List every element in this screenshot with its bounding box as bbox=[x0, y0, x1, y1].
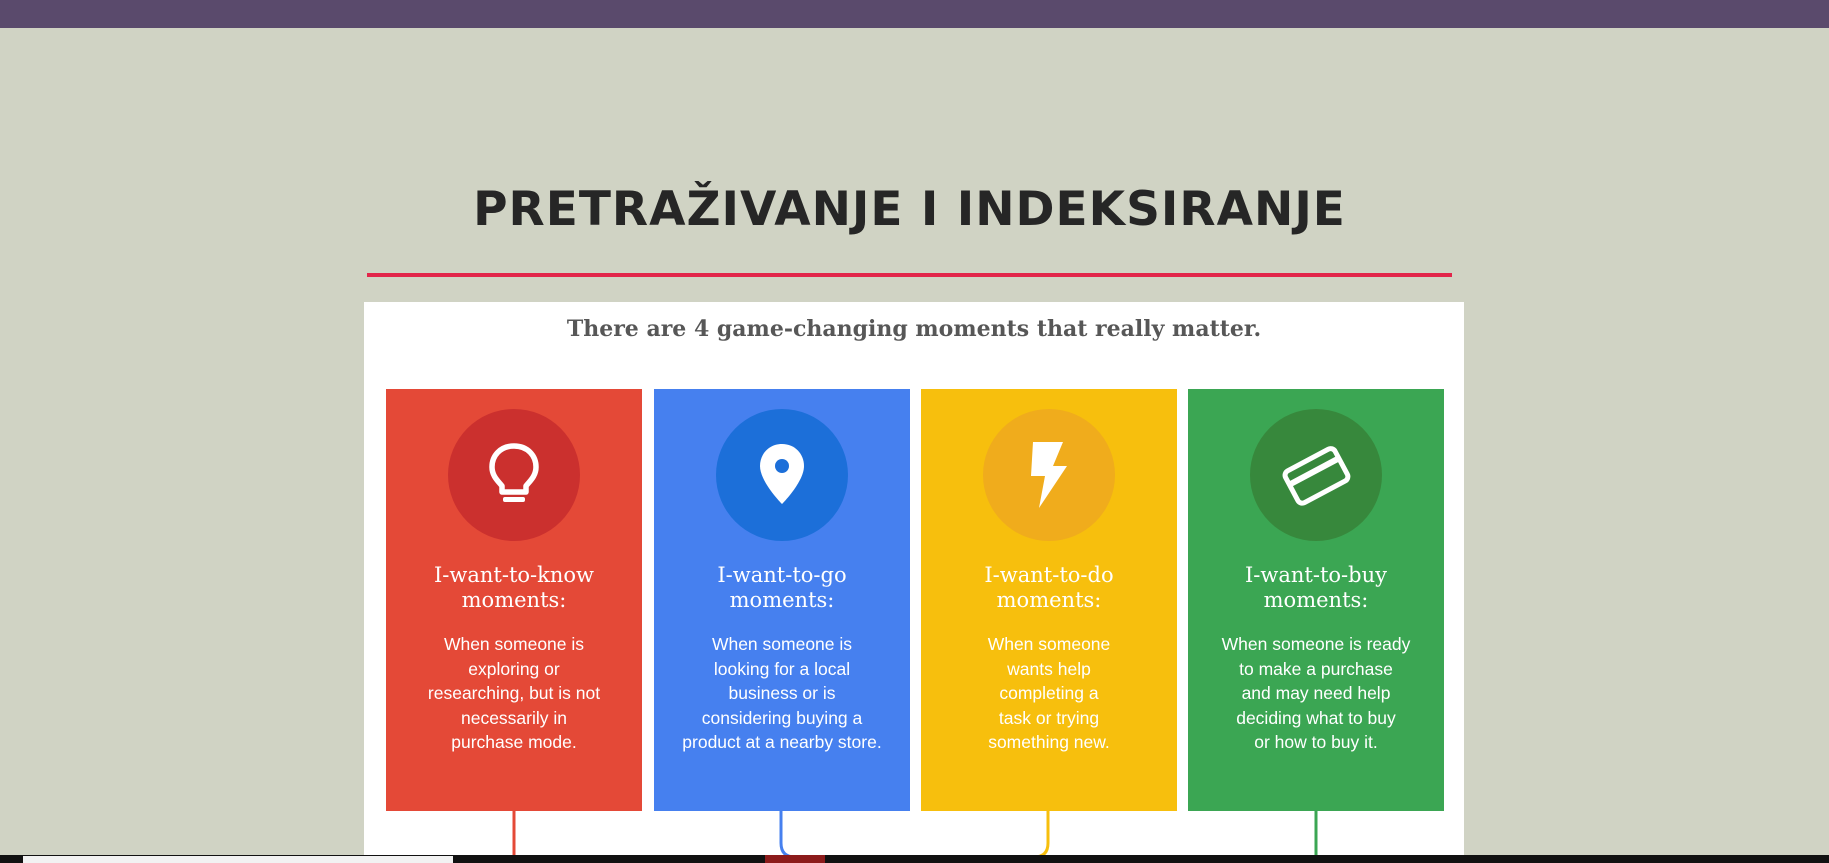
card-i-want-to-do: I-want-to-do moments: When someone wants… bbox=[921, 389, 1177, 811]
moments-infographic: There are 4 game-changing moments that r… bbox=[364, 302, 1464, 863]
presentation-top-bar bbox=[0, 0, 1829, 28]
infographic-heading: There are 4 game-changing moments that r… bbox=[566, 316, 1262, 342]
card-description: When someone is ready to make a purchase… bbox=[1221, 634, 1411, 752]
slide-title: PRETRAŽIVANJE I INDEKSIRANJE bbox=[473, 182, 1346, 237]
card-title: I-want-to-go moments: bbox=[717, 563, 847, 612]
credit-card-icon-circle bbox=[1250, 409, 1382, 541]
map-pin-icon bbox=[760, 444, 804, 504]
card-title: I-want-to-know moments: bbox=[434, 563, 594, 612]
card-description: When someone is exploring or researching… bbox=[427, 634, 601, 752]
card-description: When someone is looking for a local busi… bbox=[682, 634, 882, 752]
card-i-want-to-know: I-want-to-know moments: When someone is … bbox=[386, 389, 642, 811]
taskbar bbox=[0, 855, 1829, 863]
card-description: When someone wants help completing a tas… bbox=[987, 634, 1111, 752]
taskbar-search-box[interactable] bbox=[23, 856, 453, 863]
taskbar-active-app[interactable] bbox=[765, 855, 825, 863]
lightning-bolt-icon-circle bbox=[983, 409, 1115, 541]
card-i-want-to-go: I-want-to-go moments: When someone is lo… bbox=[654, 389, 910, 811]
map-pin-icon-circle bbox=[716, 409, 848, 541]
lightbulb-icon-circle bbox=[448, 409, 580, 541]
lightning-bolt-icon bbox=[1031, 442, 1067, 508]
card-title: I-want-to-buy moments: bbox=[1245, 563, 1387, 612]
card-i-want-to-buy: I-want-to-buy moments: When someone is r… bbox=[1188, 389, 1444, 811]
lightbulb-icon bbox=[489, 443, 539, 502]
card-title: I-want-to-do moments: bbox=[984, 563, 1114, 612]
credit-card-icon bbox=[1282, 446, 1351, 506]
title-underline bbox=[367, 273, 1452, 277]
